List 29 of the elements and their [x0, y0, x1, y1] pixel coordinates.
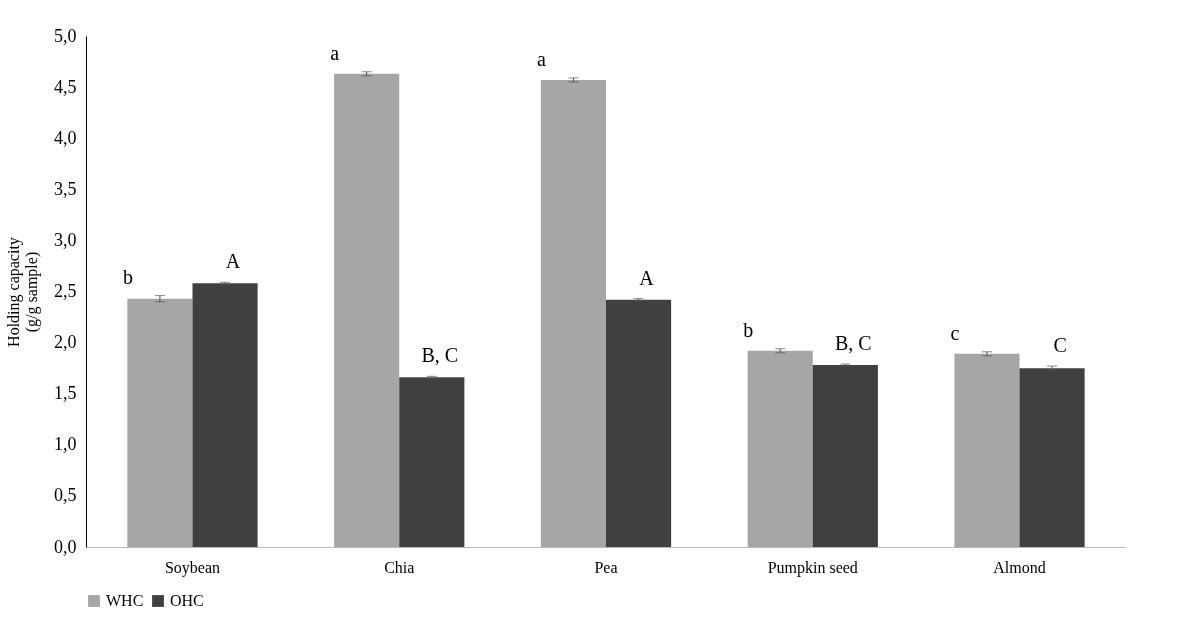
- y-tick-label: 0,5: [54, 485, 77, 506]
- data-label: b: [122, 265, 133, 288]
- y-tick-label: 4,5: [54, 76, 77, 97]
- y-tick-label: 2,5: [54, 281, 77, 301]
- x-tick-label: Pumpkin seed: [767, 558, 858, 577]
- data-label: b: [743, 318, 754, 341]
- y-tick-label: 1,0: [54, 434, 77, 455]
- y-tick-label: 5,0: [54, 25, 77, 46]
- data-label: c: [950, 321, 960, 344]
- legend-label: WHC: [106, 592, 144, 609]
- x-tick-label: Pea: [594, 558, 618, 576]
- y-tick-label: 1,5: [54, 383, 77, 404]
- x-tick-label: Soybean: [164, 558, 221, 577]
- data-label: A: [225, 250, 241, 273]
- x-tick-label: Chia: [384, 558, 415, 576]
- data-label: C: [1053, 334, 1067, 357]
- y-tick-label: 3,0: [54, 229, 77, 250]
- y-tick-label: 2,0: [54, 332, 77, 353]
- data-label: B, C: [834, 332, 872, 355]
- y-tick-label: 3,5: [54, 178, 77, 199]
- data-label: B, C: [421, 344, 459, 367]
- data-label: a: [536, 47, 546, 70]
- y-tick-label: 4,0: [54, 127, 77, 148]
- y-axis-title: Holding capacity (g/g sample): [5, 237, 41, 347]
- x-tick-label: Almond: [993, 558, 1046, 576]
- data-label: a: [330, 41, 340, 64]
- y-tick-label: 0,0: [54, 536, 77, 557]
- data-label: A: [639, 266, 655, 289]
- legend-label: OHC: [170, 592, 204, 609]
